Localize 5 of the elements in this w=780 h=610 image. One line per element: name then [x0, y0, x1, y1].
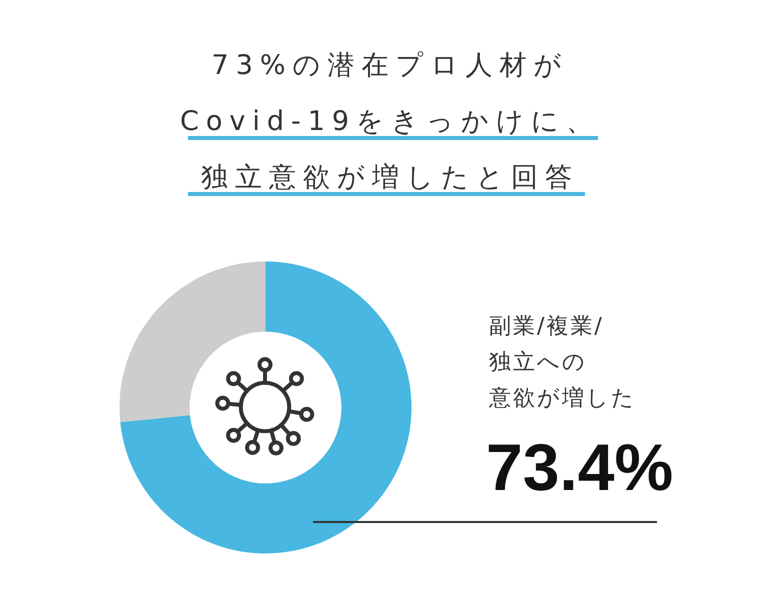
donut-slice	[120, 262, 412, 554]
slice-label: 副業/複業/独立への意欲が増した	[488, 314, 636, 411]
chart-title: 73%の潜在プロ人材がCovid-19をきっかけに、独立意欲が増したと回答	[180, 50, 600, 193]
data-label: 73.4%	[486, 430, 674, 504]
donut-slice	[120, 262, 266, 422]
